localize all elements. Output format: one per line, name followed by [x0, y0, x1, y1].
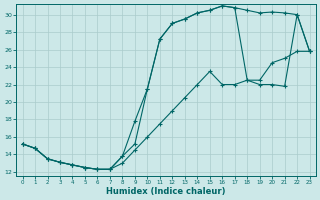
- X-axis label: Humidex (Indice chaleur): Humidex (Indice chaleur): [106, 187, 226, 196]
